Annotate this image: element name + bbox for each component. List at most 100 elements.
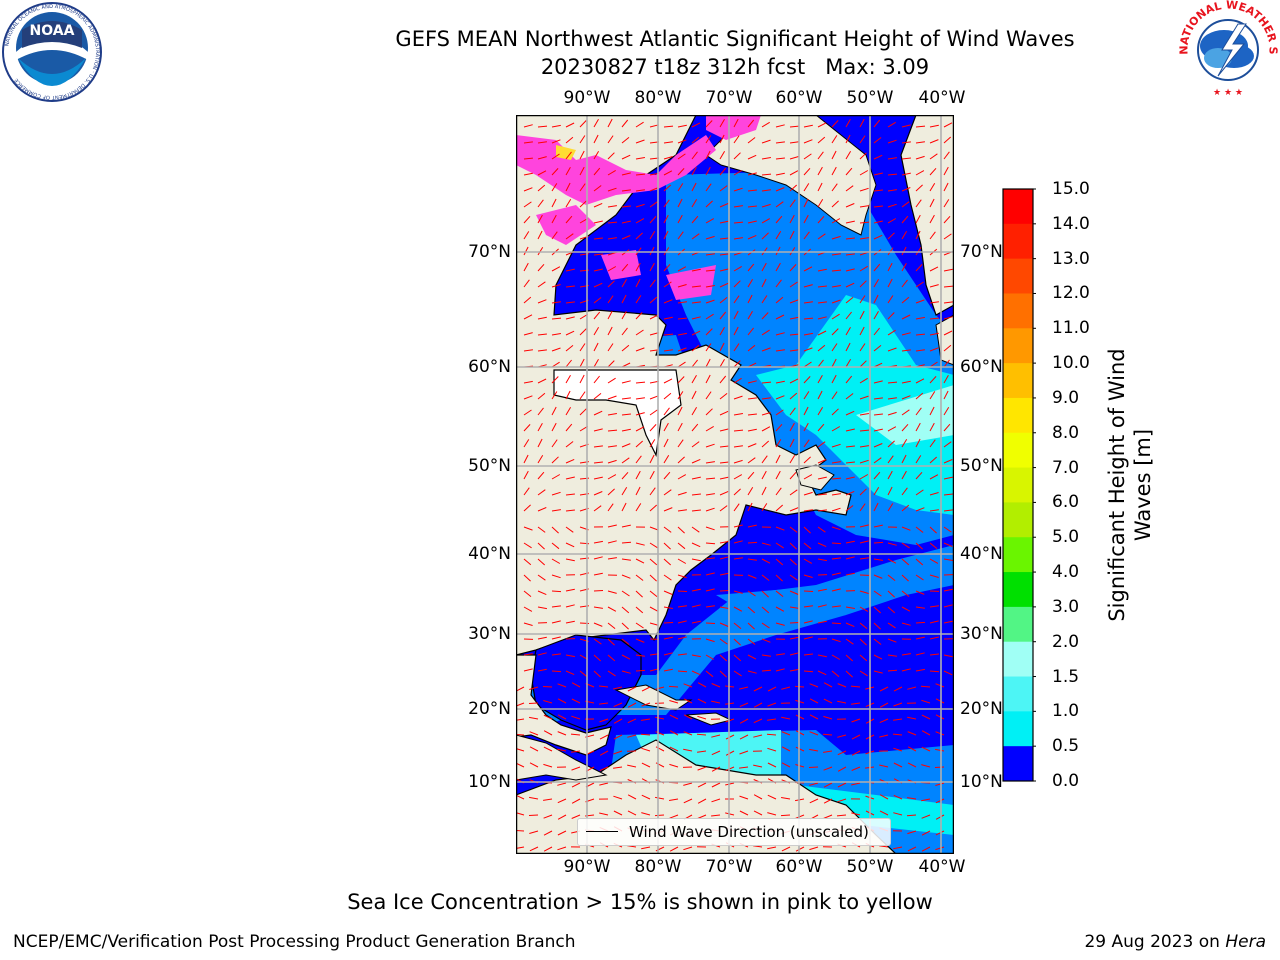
- wave-arrow: [621, 443, 631, 448]
- wave-arrow: [915, 349, 925, 352]
- wave-arrow: [635, 139, 645, 144]
- wave-arrow: [789, 349, 799, 352]
- colorbar-segment: [1003, 746, 1033, 782]
- wave-arrow: [943, 509, 953, 512]
- wave-arrow: [691, 122, 701, 128]
- wave-arrow: [915, 316, 925, 320]
- wave-arrow: [627, 810, 637, 816]
- wave-arrow: [935, 830, 945, 836]
- branch-credit: NCEP/EMC/Verification Post Processing Pr…: [13, 932, 576, 952]
- wave-arrow: [901, 201, 910, 208]
- wave-arrow: [663, 558, 672, 566]
- wave-arrow: [915, 184, 923, 192]
- wave-arrow: [929, 439, 936, 448]
- wave-arrow: [607, 503, 614, 512]
- wave-arrow: [635, 503, 642, 512]
- wave-arrow: [565, 136, 574, 144]
- wave-arrow: [789, 199, 796, 208]
- wave-arrow: [649, 215, 657, 224]
- wave-arrow: [677, 620, 687, 624]
- wave-arrow: [767, 812, 777, 816]
- wave-arrow: [719, 268, 729, 272]
- wave-arrow: [537, 316, 547, 320]
- wave-arrow: [831, 120, 839, 128]
- wave-arrow: [823, 798, 833, 804]
- wave-arrow: [641, 718, 651, 721]
- wave-arrow: [817, 476, 827, 480]
- machine-name: Hera: [1225, 932, 1266, 952]
- wave-arrow: [523, 470, 529, 480]
- wave-arrow: [929, 574, 939, 578]
- wave-arrow: [943, 493, 953, 496]
- wave-arrow: [691, 182, 697, 192]
- wave-arrow: [691, 285, 701, 288]
- wave-arrow: [621, 344, 630, 352]
- wave-arrow: [711, 750, 721, 756]
- wave-arrow: [789, 184, 798, 192]
- wave-arrow: [859, 280, 867, 288]
- wave-arrow: [635, 486, 641, 496]
- wave-arrow: [747, 154, 757, 160]
- wave-arrow: [635, 574, 644, 581]
- wave-arrow: [775, 668, 785, 672]
- wave-arrow: [901, 542, 910, 549]
- wave-arrow: [523, 574, 531, 582]
- wave-arrow: [613, 766, 623, 769]
- wave-arrow: [851, 766, 861, 771]
- wave-arrow: [621, 524, 631, 528]
- wave-arrow: [747, 502, 753, 512]
- wave-arrow: [551, 153, 560, 160]
- wave-arrow: [565, 199, 572, 208]
- wave-arrow: [719, 461, 729, 464]
- wave-arrow: [935, 714, 945, 720]
- wave-arrow: [901, 262, 907, 272]
- wave-arrow: [635, 312, 643, 320]
- wave-arrow: [537, 438, 543, 448]
- wave-arrow: [851, 734, 861, 740]
- wave-arrow: [705, 622, 716, 624]
- wave-arrow: [831, 507, 841, 512]
- wave-arrow: [677, 168, 685, 176]
- wave-arrow: [733, 413, 743, 416]
- wave-arrow: [705, 493, 715, 496]
- wave-arrow: [775, 653, 785, 656]
- wave-arrow: [621, 457, 630, 464]
- wave-arrow: [719, 118, 725, 128]
- wave-arrow: [565, 670, 575, 676]
- wave-arrow: [542, 686, 553, 688]
- wave-arrow: [781, 762, 791, 768]
- wave-arrow: [803, 284, 813, 288]
- colorbar-tick-label: 5.0: [1052, 527, 1080, 548]
- wave-arrow: [557, 846, 567, 851]
- wave-arrow: [929, 284, 939, 288]
- wave-arrow: [677, 139, 687, 144]
- wave-arrow: [593, 540, 603, 544]
- wave-arrow: [836, 814, 847, 817]
- wave-arrow: [551, 317, 562, 320]
- wave-arrow: [593, 654, 602, 662]
- wave-arrow: [537, 156, 547, 160]
- wave-arrow: [669, 798, 679, 801]
- wave-arrow: [803, 542, 812, 550]
- wave-arrow: [719, 505, 728, 512]
- wave-arrow: [733, 488, 741, 496]
- wave-arrow: [663, 316, 673, 320]
- wave-arrow: [705, 235, 715, 240]
- wave-arrow: [859, 638, 867, 646]
- wave-arrow: [845, 253, 855, 256]
- wave-arrow: [649, 424, 657, 432]
- wave-arrow: [523, 262, 529, 272]
- wave-arrow: [775, 296, 784, 304]
- wave-arrow: [873, 638, 882, 645]
- wave-arrow: [837, 750, 847, 756]
- wave-arrow: [607, 445, 617, 448]
- wave-arrow: [789, 622, 800, 624]
- wave-arrow: [747, 574, 757, 579]
- wave-arrow: [781, 731, 791, 736]
- wave-arrow: [789, 170, 799, 176]
- wave-arrow: [691, 359, 698, 368]
- wave-arrow: [733, 606, 743, 612]
- wave-arrow: [719, 654, 728, 662]
- wave-arrow: [523, 590, 532, 597]
- wave-arrow: [663, 378, 673, 384]
